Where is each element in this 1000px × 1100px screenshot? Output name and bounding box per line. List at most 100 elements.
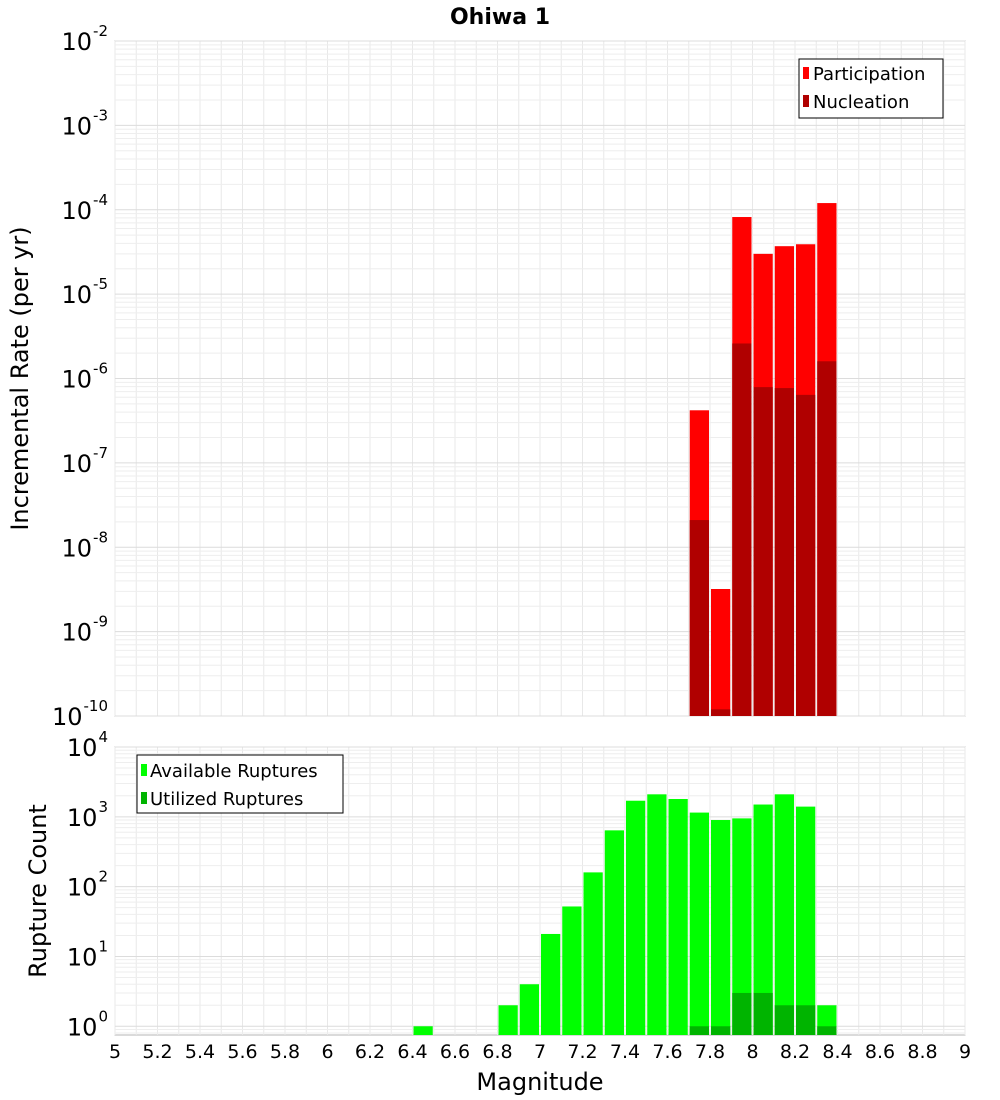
x-tick-label: 7.8 [695, 1041, 725, 1063]
x-tick-label: 7 [534, 1041, 546, 1063]
bar-available [689, 812, 709, 1035]
x-tick-label: 7.2 [567, 1041, 597, 1063]
y-tick-base: 10 [61, 281, 92, 309]
x-tick-label: 8.2 [780, 1041, 810, 1063]
bar-nucleation [817, 361, 837, 716]
y-tick-label: 10 0 [67, 1007, 108, 1041]
x-tick-label: 8.4 [822, 1041, 852, 1063]
bar-available [711, 820, 731, 1035]
x-tick-label: 7.6 [652, 1041, 682, 1063]
bar-utilized [689, 1026, 709, 1035]
y-tick-base: 10 [61, 534, 92, 562]
bar-nucleation [689, 520, 709, 716]
y-tick-label: 10 -4 [61, 191, 108, 225]
y-tick-exponent: -5 [93, 275, 108, 293]
x-tick-labels: 5 5.2 5.4 5.6 5.8 6 6.2 6.4 6.6 6.8 7 7.2 7.4 7.6 7.8 8… [109, 1041, 971, 1063]
y-tick-label: 10 -10 [52, 697, 108, 731]
x-tick-label: 5.4 [185, 1041, 215, 1063]
x-tick-label: 8.6 [865, 1041, 895, 1063]
legend-swatch-nucleation [803, 95, 809, 107]
y-tick-label: 10 -7 [61, 444, 108, 478]
top-legend: Participation Nucleation [798, 58, 944, 119]
y-tick-exponent: -9 [93, 613, 108, 631]
legend-label-nucleation: Nucleation [813, 92, 909, 113]
bar-available [583, 872, 603, 1035]
top-legend-box [798, 58, 944, 119]
x-tick-label: 8.8 [907, 1041, 937, 1063]
y-tick-exponent: -8 [93, 528, 108, 546]
y-tick-exponent: 3 [98, 798, 108, 816]
y-tick-exponent: -4 [93, 191, 108, 209]
x-tick-label: 5.2 [142, 1041, 172, 1063]
y-tick-base: 10 [61, 450, 92, 478]
bar-available [541, 933, 561, 1035]
bar-available [604, 830, 624, 1035]
y-tick-base: 10 [67, 734, 98, 762]
bar-participation [711, 589, 731, 716]
bar-available [732, 818, 752, 1035]
legend-label-available: Available Ruptures [150, 761, 318, 782]
y-tick-label: 10 -6 [61, 360, 108, 394]
y-tick-base: 10 [61, 619, 92, 647]
y-tick-base: 10 [67, 804, 98, 832]
y-tick-exponent: 4 [98, 728, 108, 746]
y-tick-label: 10 3 [67, 798, 108, 832]
bar-available [498, 1005, 518, 1035]
legend-swatch-participation [803, 67, 809, 79]
y-tick-base: 10 [61, 28, 92, 56]
x-tick-label: 5.6 [227, 1041, 257, 1063]
legend-swatch-utilized [141, 792, 147, 804]
bottom-grid [114, 746, 966, 1035]
y-tick-exponent: -3 [93, 106, 108, 124]
y-tick-label: 10 1 [67, 937, 108, 971]
bottom-legend-box [136, 754, 344, 814]
bottom-bars [413, 794, 837, 1035]
y-tick-base: 10 [67, 1013, 98, 1041]
legend-label-utilized: Utilized Ruptures [150, 789, 303, 810]
y-tick-base: 10 [52, 703, 83, 731]
bar-available [626, 800, 646, 1035]
bar-nucleation [753, 387, 773, 716]
bar-utilized [753, 992, 773, 1035]
bar-utilized [711, 1026, 731, 1035]
bar-utilized [796, 1005, 816, 1035]
y-tick-label: 10 4 [67, 728, 108, 762]
y-tick-exponent: 1 [98, 937, 108, 955]
y-tick-base: 10 [67, 943, 98, 971]
x-tick-label: 6 [321, 1041, 333, 1063]
bar-nucleation [796, 394, 816, 716]
y-tick-exponent: 0 [98, 1007, 108, 1025]
bar-available [413, 1026, 433, 1035]
y-tick-label: 10 -8 [61, 528, 108, 562]
x-tick-label: 7.4 [610, 1041, 640, 1063]
chart-title: Ohiwa 1 [450, 5, 550, 30]
bar-available [753, 804, 773, 1035]
bar-nucleation [732, 343, 752, 716]
y-tick-exponent: -2 [93, 22, 108, 40]
bar-nucleation [711, 709, 731, 716]
y-tick-base: 10 [67, 874, 98, 902]
x-tick-label: 9 [959, 1041, 971, 1063]
bar-utilized [817, 1026, 837, 1035]
x-tick-label: 8 [746, 1041, 758, 1063]
bar-available [774, 794, 794, 1035]
bar-available [647, 794, 667, 1035]
bar-utilized [732, 992, 752, 1035]
bar-available [562, 906, 582, 1035]
x-tick-label: 6.8 [482, 1041, 512, 1063]
y-tick-base: 10 [61, 112, 92, 140]
bar-available [668, 798, 688, 1035]
y-tick-exponent: 2 [98, 868, 108, 886]
y-tick-label: 10 -3 [61, 106, 108, 140]
x-tick-label: 5 [109, 1041, 121, 1063]
x-tick-label: 6.4 [397, 1041, 427, 1063]
legend-swatch-available [141, 764, 147, 776]
x-tick-label: 5.8 [270, 1041, 300, 1063]
y-tick-label: 10 2 [67, 868, 108, 902]
top-y-axis-label: Incremental Rate (per yr) [6, 226, 34, 530]
y-tick-exponent: -7 [93, 444, 108, 462]
